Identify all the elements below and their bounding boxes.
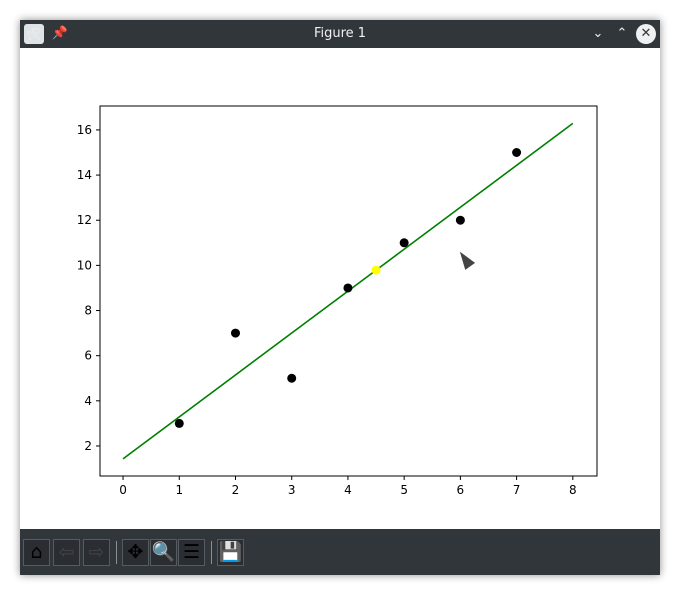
forward-button[interactable]: ⇨: [83, 539, 110, 566]
data-point: [399, 238, 409, 248]
home-icon: ⌂: [30, 541, 43, 563]
magnifier-icon: 🔍: [151, 541, 176, 563]
x-tick-label: 5: [400, 483, 408, 497]
data-point: [455, 215, 465, 225]
zoom-button[interactable]: 🔍: [150, 539, 177, 566]
x-tick-label: 0: [119, 483, 127, 497]
data-point: [230, 328, 240, 338]
y-tick-label: 6: [84, 349, 92, 363]
x-tick-label: 8: [569, 483, 577, 497]
minimize-button[interactable]: ⌄: [592, 26, 604, 41]
arrow-right-icon: ⇨: [88, 541, 105, 563]
home-button[interactable]: ⌂: [23, 539, 50, 566]
x-tick-label: 3: [288, 483, 296, 497]
y-tick-label: 14: [77, 168, 92, 182]
app-icon[interactable]: 🛠: [24, 24, 44, 44]
toolbar-separator: [116, 541, 117, 564]
window-title: Figure 1: [313, 26, 367, 41]
configure-subplots-button[interactable]: ☰: [178, 539, 205, 566]
figure-window: 🛠 📌 Figure 1 ⌄ ⌃ ✕ 0 1 2 3 4 5 6 7 8 2 4 6 8 10 12 14 16…: [20, 20, 660, 575]
x-tick-label: 2: [232, 483, 240, 497]
y-tick-label: 8: [84, 304, 92, 318]
y-tick-label: 2: [84, 439, 92, 453]
data-point: [174, 418, 184, 428]
y-tick-label: 10: [77, 258, 92, 272]
pan-button[interactable]: ✥: [122, 539, 149, 566]
save-button[interactable]: 💾: [217, 539, 244, 566]
sliders-icon: ☰: [182, 541, 201, 563]
maximize-button[interactable]: ⌃: [616, 26, 628, 41]
data-point: [343, 283, 353, 293]
plot-canvas[interactable]: 0 1 2 3 4 5 6 7 8 2 4 6 8 10 12 14 16: [20, 48, 660, 529]
data-point: [287, 373, 297, 383]
y-tick-label: 12: [77, 213, 92, 227]
y-tick-label: 16: [77, 123, 92, 137]
move-icon: ✥: [127, 541, 144, 563]
x-tick-label: 6: [457, 483, 465, 497]
back-button[interactable]: ⇦: [53, 539, 80, 566]
arrow-left-icon: ⇦: [58, 541, 75, 563]
toolbar-separator: [211, 541, 212, 564]
x-tick-label: 7: [513, 483, 521, 497]
y-tick-label: 4: [84, 394, 92, 408]
title-bar: 🛠 📌 Figure 1 ⌄ ⌃ ✕: [20, 20, 660, 48]
pin-icon[interactable]: 📌: [51, 26, 69, 41]
highlight-point: [371, 265, 381, 275]
data-point: [512, 148, 522, 158]
close-button[interactable]: ✕: [636, 24, 656, 44]
navigation-toolbar: ⌂ ⇦ ⇨ ✥ 🔍 ☰ 💾: [20, 529, 660, 575]
x-tick-label: 1: [175, 483, 183, 497]
floppy-disk-icon: 💾: [218, 541, 243, 563]
x-tick-label: 4: [344, 483, 352, 497]
